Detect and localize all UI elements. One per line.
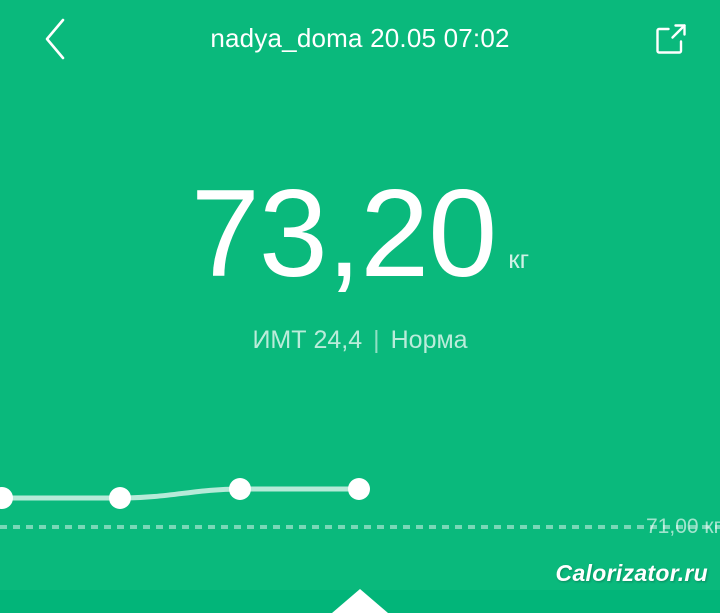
app-header: nadya_doma 20.05 07:02 (0, 0, 720, 82)
bmi-status: Норма (390, 326, 468, 354)
watermark: Calorizator.ru (555, 560, 708, 586)
bmi-separator: | (373, 326, 380, 354)
goal-weight-label: 71,00 кг (646, 515, 720, 538)
weight-value: 73,20 (190, 165, 497, 303)
back-button[interactable] (28, 14, 82, 68)
chart-svg (0, 478, 720, 529)
chevron-left-icon (42, 17, 68, 66)
weight-trend-chart[interactable]: 71,00 кг (0, 440, 720, 560)
trend-line (0, 486, 362, 501)
page-title: nadya_doma 20.05 07:02 (210, 23, 510, 53)
bmi-summary: ИМТ 24,4 | Норма (0, 326, 720, 355)
share-button[interactable] (644, 14, 698, 68)
bottom-sheet-handle[interactable] (332, 589, 388, 613)
weight-readout: 73,20 кг (0, 172, 720, 296)
data-point[interactable] (348, 478, 370, 500)
external-link-icon (654, 22, 688, 61)
data-point[interactable] (109, 487, 131, 509)
data-point[interactable] (229, 478, 251, 500)
weight-unit: кг (508, 244, 530, 274)
bmi-value: ИМТ 24,4 (252, 326, 363, 354)
data-point[interactable] (0, 487, 13, 509)
